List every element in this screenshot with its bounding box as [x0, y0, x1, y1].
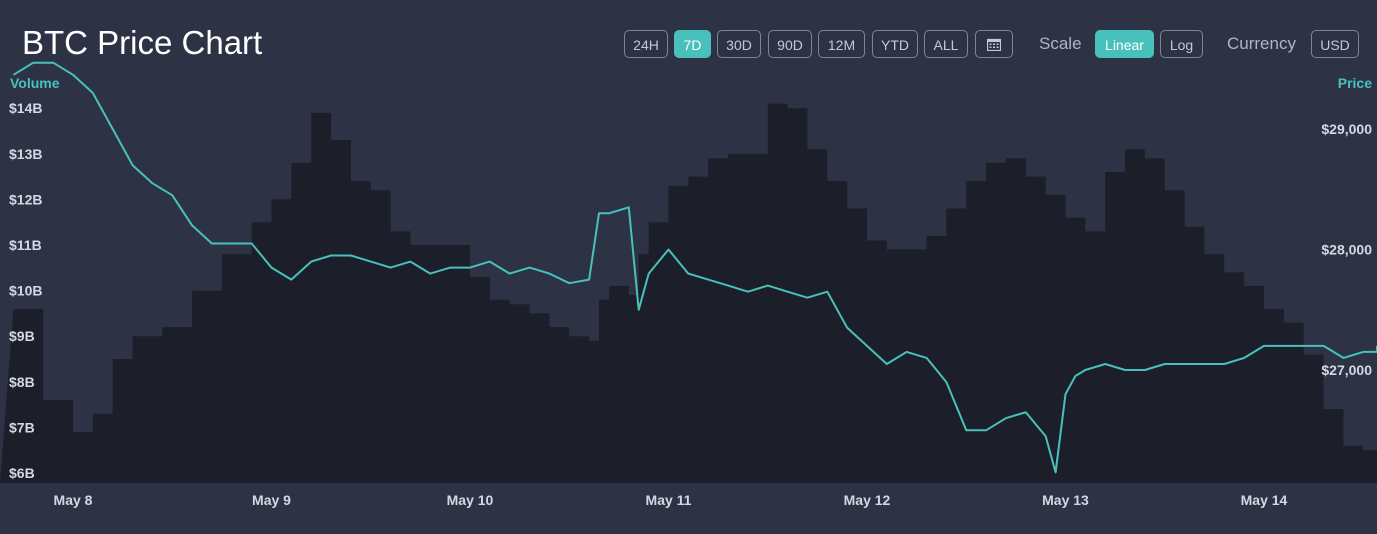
- range-7d-button[interactable]: 7D: [674, 30, 711, 58]
- scale-log-button[interactable]: Log: [1160, 30, 1203, 58]
- volume-tick-label: $7B: [9, 419, 35, 435]
- x-tick-label: May 13: [1042, 492, 1089, 508]
- volume-tick-label: $11B: [9, 237, 42, 253]
- currency-label: Currency: [1227, 34, 1296, 53]
- range-12m-button[interactable]: 12M: [818, 30, 865, 58]
- price-tick-label: $29,000: [1321, 121, 1372, 137]
- range-90d-button[interactable]: 90D: [768, 30, 812, 58]
- volume-tick-label: $13B: [9, 146, 42, 162]
- range-all-button[interactable]: ALL: [924, 30, 968, 58]
- volume-tick-label: $6B: [9, 465, 35, 481]
- range-30d-button[interactable]: 30D: [717, 30, 761, 58]
- x-tick-label: May 14: [1241, 492, 1288, 508]
- volume-axis-label: Volume: [10, 75, 60, 91]
- x-tick-label: May 11: [646, 492, 692, 508]
- x-tick-label: May 8: [54, 492, 93, 508]
- x-tick-label: May 9: [252, 492, 291, 508]
- range-24h-button[interactable]: 24H: [624, 30, 668, 58]
- scale-label: Scale: [1039, 34, 1082, 53]
- page-title: BTC Price Chart: [22, 24, 263, 61]
- range-ytd-button[interactable]: YTD: [872, 30, 918, 58]
- x-tick-label: May 10: [447, 492, 494, 508]
- volume-tick-label: $9B: [9, 328, 35, 344]
- volume-area: [0, 103, 1377, 483]
- volume-tick-label: $14B: [9, 100, 42, 116]
- calendar-button[interactable]: [975, 30, 1013, 58]
- price-tick-label: $28,000: [1321, 242, 1372, 258]
- price-tick-label: $27,000: [1321, 362, 1372, 378]
- scale-linear-button[interactable]: Linear: [1095, 30, 1154, 58]
- volume-tick-label: $8B: [9, 374, 35, 390]
- price-axis-label: Price: [1337, 75, 1372, 91]
- calendar-icon: [987, 38, 1001, 51]
- x-tick-label: May 12: [844, 492, 891, 508]
- volume-tick-label: $12B: [9, 191, 42, 207]
- currency-select[interactable]: USD: [1311, 30, 1359, 58]
- volume-tick-label: $10B: [9, 283, 42, 299]
- price-line: [12, 61, 1377, 474]
